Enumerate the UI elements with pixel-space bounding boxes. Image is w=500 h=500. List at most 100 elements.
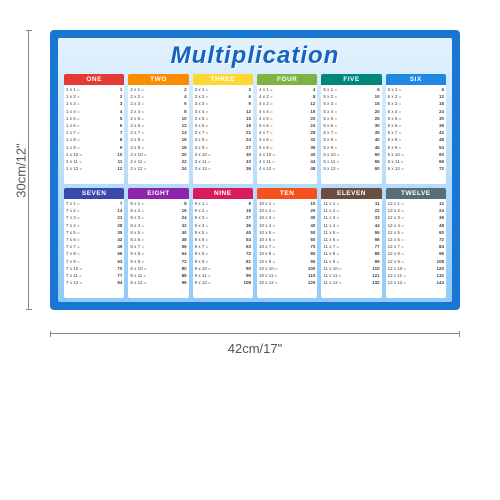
equation: 7 x 6 = (66, 236, 112, 243)
equation: 4 x 11 = (259, 158, 305, 165)
equation: 10 x 4 = (259, 222, 305, 229)
result: 36 (241, 222, 251, 229)
tables-grid: ONE1 x 1 =11 x 2 =21 x 3 =31 x 4 =41 x 5… (64, 74, 446, 298)
equation: 5 x 5 = (323, 115, 369, 122)
table-rows: 2 x 1 =22 x 2 =42 x 3 =62 x 4 =82 x 5 =1… (128, 85, 188, 184)
result: 4 (305, 86, 315, 93)
table-header: FOUR (257, 74, 317, 85)
equation: 6 x 7 = (388, 129, 434, 136)
poster-title: Multiplication (171, 42, 340, 70)
equation: 2 x 4 = (130, 108, 176, 115)
table-row: 8 x 8 =64 (130, 250, 186, 257)
table-row: 11 x 10 =110 (323, 265, 379, 272)
dimension-horizontal: 42cm/17" (50, 325, 460, 358)
result: 42 (112, 236, 122, 243)
equation: 8 x 1 = (130, 200, 176, 207)
result: 72 (241, 250, 251, 257)
equation: 11 x 5 = (323, 229, 369, 236)
result: 3 (112, 100, 122, 107)
table-row: 2 x 10 =20 (130, 151, 186, 158)
equation: 12 x 2 = (388, 207, 434, 214)
equation: 11 x 10 = (323, 265, 369, 272)
equation: 4 x 4 = (259, 108, 305, 115)
table-row: 1 x 4 =4 (66, 108, 122, 115)
table-row: 12 x 12 =144 (388, 279, 444, 286)
table-header: SIX (386, 74, 446, 85)
result: 70 (305, 243, 315, 250)
equation: 12 x 12 = (388, 279, 434, 286)
table-rows: 6 x 1 =66 x 2 =126 x 3 =186 x 4 =246 x 5… (386, 85, 446, 184)
table-row: 6 x 9 =54 (388, 144, 444, 151)
result: 55 (370, 158, 380, 165)
table-row: 5 x 2 =10 (323, 93, 379, 100)
result: 96 (434, 250, 444, 257)
equation: 1 x 12 = (66, 165, 112, 172)
equation: 12 x 9 = (388, 258, 434, 265)
result: 60 (434, 151, 444, 158)
result: 15 (370, 100, 380, 107)
equation: 8 x 9 = (130, 258, 176, 265)
result: 108 (241, 279, 251, 286)
result: 66 (370, 236, 380, 243)
equation: 3 x 12 = (195, 165, 241, 172)
result: 14 (177, 129, 187, 136)
equation: 4 x 2 = (259, 93, 305, 100)
table-row: 9 x 8 =72 (195, 250, 251, 257)
table-row: 5 x 10 =50 (323, 151, 379, 158)
result: 28 (305, 129, 315, 136)
equation: 10 x 2 = (259, 207, 305, 214)
table-row: 1 x 2 =2 (66, 93, 122, 100)
equation: 11 x 4 = (323, 222, 369, 229)
table-row: 7 x 5 =35 (66, 229, 122, 236)
table-row: 9 x 10 =90 (195, 265, 251, 272)
result: 8 (177, 108, 187, 115)
table-header: THREE (193, 74, 253, 85)
equation: 4 x 1 = (259, 86, 305, 93)
result: 9 (241, 100, 251, 107)
equation: 7 x 9 = (66, 258, 112, 265)
result: 72 (177, 258, 187, 265)
equation: 2 x 1 = (130, 86, 176, 93)
table-row: 2 x 2 =4 (130, 93, 186, 100)
equation: 4 x 9 = (259, 144, 305, 151)
equation: 5 x 4 = (323, 108, 369, 115)
equation: 9 x 2 = (195, 207, 241, 214)
equation: 12 x 6 = (388, 236, 434, 243)
equation: 4 x 8 = (259, 136, 305, 143)
table-row: 1 x 1 =1 (66, 86, 122, 93)
table-row: 5 x 12 =60 (323, 165, 379, 172)
table-row: 1 x 10 =10 (66, 151, 122, 158)
result: 90 (241, 265, 251, 272)
table-row: 9 x 4 =36 (195, 222, 251, 229)
result: 21 (112, 214, 122, 221)
equation: 8 x 12 = (130, 279, 176, 286)
table-header: TEN (257, 188, 317, 199)
table-row: 8 x 9 =72 (130, 258, 186, 265)
table-row: 1 x 3 =3 (66, 100, 122, 107)
result: 16 (305, 108, 315, 115)
table-row: 1 x 11 =11 (66, 158, 122, 165)
equation: 12 x 10 = (388, 265, 434, 272)
equation: 5 x 1 = (323, 86, 369, 93)
result: 8 (112, 136, 122, 143)
result: 36 (305, 144, 315, 151)
table-row: 3 x 10 =30 (195, 151, 251, 158)
equation: 2 x 9 = (130, 144, 176, 151)
result: 12 (241, 108, 251, 115)
table-row: 11 x 4 =44 (323, 222, 379, 229)
table-row: 5 x 7 =35 (323, 129, 379, 136)
equation: 8 x 8 = (130, 250, 176, 257)
equation: 11 x 11 = (323, 272, 369, 279)
result: 4 (112, 108, 122, 115)
equation: 6 x 9 = (388, 144, 434, 151)
result: 72 (434, 236, 444, 243)
equation: 12 x 5 = (388, 229, 434, 236)
table-header: TWO (128, 74, 188, 85)
table-row: 10 x 5 =50 (259, 229, 315, 236)
equation: 2 x 8 = (130, 136, 176, 143)
result: 30 (241, 151, 251, 158)
equation: 1 x 5 = (66, 115, 112, 122)
equation: 3 x 9 = (195, 144, 241, 151)
table-nine: NINE9 x 1 =99 x 2 =189 x 3 =279 x 4 =369… (193, 188, 253, 298)
result: 66 (434, 158, 444, 165)
